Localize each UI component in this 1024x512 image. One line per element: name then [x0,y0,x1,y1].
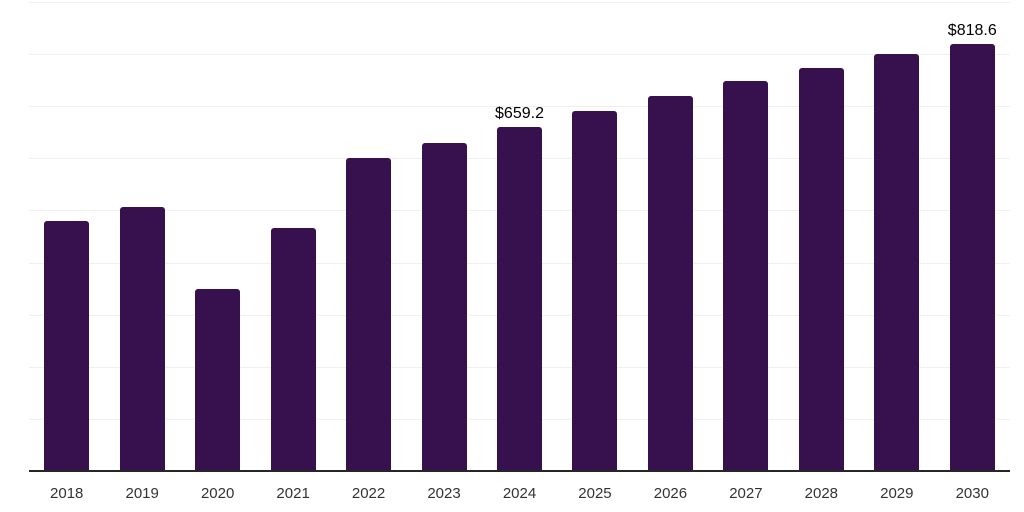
x-tick-label-2029: 2029 [880,485,914,502]
bar-2023 [421,142,467,471]
bar-2024 [497,127,542,471]
bar-2027 [723,81,769,471]
data-label-2030: $818.6 [947,22,997,40]
x-tick-label-2021: 2021 [276,485,310,502]
x-tick-label-2020: 2020 [200,485,235,502]
bar-2018 [44,220,90,471]
data-label-2024: $659.2 [495,105,544,123]
x-axis-line [29,470,1010,472]
x-tick-label-2028: 2028 [804,485,839,502]
bar-2020 [195,288,241,471]
gridline-700 [29,106,1010,108]
x-tick-label-2030: 2030 [955,485,989,502]
bar-2021 [270,228,316,471]
bar-2025 [572,111,618,471]
x-tick-label-2027: 2027 [729,485,763,502]
bar-2029 [874,53,920,471]
x-tick-label-2019: 2019 [125,485,159,502]
x-tick-label-2026: 2026 [653,485,688,502]
x-tick-label-2023: 2023 [427,485,461,502]
bar-2028 [798,67,844,471]
x-tick-label-2025: 2025 [578,485,612,502]
x-tick-label-2018: 2018 [50,485,84,502]
bar-2030 [949,44,995,471]
x-tick-label-2024: 2024 [502,485,537,502]
gridline-800 [29,54,1010,56]
bar-2026 [647,95,693,471]
bar-2019 [119,207,165,471]
x-tick-label-2022: 2022 [351,485,386,502]
gridline-900 [29,2,1010,3]
bar-2022 [346,158,392,471]
